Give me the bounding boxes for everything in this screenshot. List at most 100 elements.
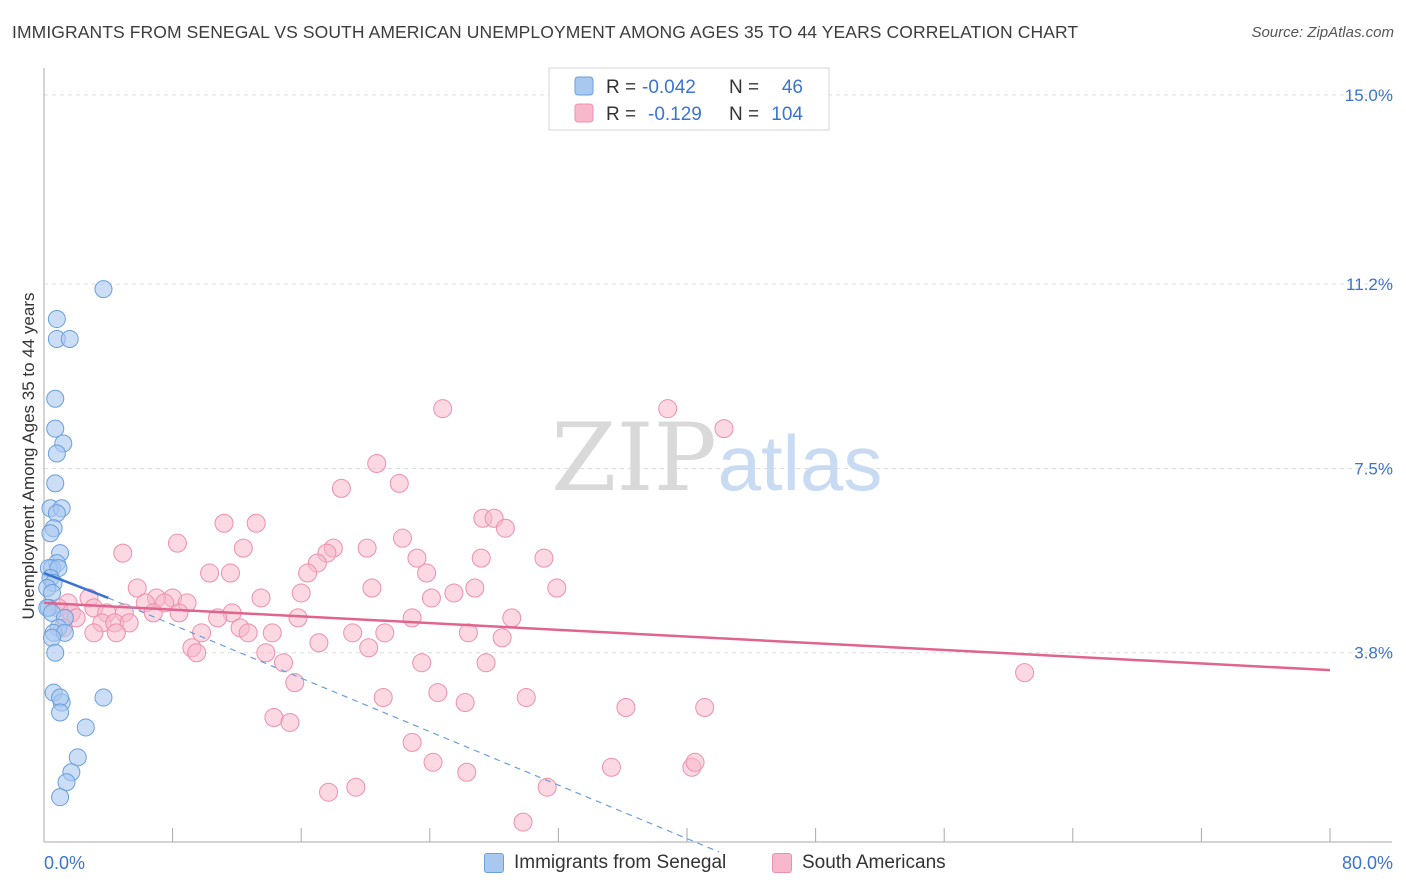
point-senegal-36 (51, 703, 70, 722)
point-south-americans-3 (367, 453, 387, 473)
series-south-americans (48, 399, 1035, 832)
y-tick-labels: 3.8% 7.5% 11.2% 15.0% (1345, 86, 1393, 663)
point-south-americans-52 (502, 608, 522, 628)
point-south-americans-91 (346, 777, 366, 797)
point-south-americans-8 (214, 513, 234, 533)
point-south-americans-15 (357, 538, 377, 558)
stats-r-value-1: -0.042 (642, 77, 696, 98)
point-south-americans-74 (476, 653, 496, 673)
point-south-americans-59 (343, 623, 363, 643)
point-south-americans-31 (291, 583, 311, 603)
point-south-americans-73 (274, 653, 294, 673)
source-credit: Source: ZipAtlas.com (1251, 24, 1394, 41)
point-south-americans-12 (167, 533, 187, 553)
point-south-americans-4 (389, 473, 409, 493)
point-south-americans-88 (601, 757, 621, 777)
trend-line-senegal (43, 571, 109, 600)
point-senegal-37 (76, 718, 95, 737)
point-south-americans-11 (392, 528, 412, 548)
legend-item-senegal: Immigrants from Senegal (484, 852, 726, 874)
stats-n-value-2: 104 (771, 104, 803, 125)
legend-swatch-senegal (484, 853, 504, 873)
point-south-americans-68 (309, 633, 329, 653)
point-south-americans-67 (492, 628, 512, 648)
point-south-americans-77 (428, 683, 448, 703)
point-south-americans-72 (256, 643, 276, 663)
point-south-americans-20 (534, 548, 554, 568)
point-south-americans-24 (220, 563, 240, 583)
point-senegal-5 (46, 419, 65, 438)
series-immigrants-from-senegal (38, 280, 113, 807)
point-south-americans-84 (280, 712, 300, 732)
point-south-americans-13 (233, 538, 253, 558)
point-senegal-1 (47, 310, 66, 329)
y-tick-label-3: 15.0% (1345, 86, 1393, 105)
point-south-americans-86 (423, 752, 443, 772)
point-senegal-41 (51, 788, 70, 807)
point-south-americans-56 (119, 613, 139, 633)
series-legend: Immigrants from Senegal South Americans (0, 850, 1406, 880)
point-south-americans-71 (187, 643, 207, 663)
trend-lines (43, 571, 1331, 853)
stats-r-value-2: -0.129 (648, 104, 702, 125)
point-south-americans-83 (264, 707, 284, 727)
grid-lines (44, 94, 1392, 654)
point-south-americans-1 (658, 399, 678, 419)
point-south-americans-78 (373, 688, 393, 708)
point-south-americans-5 (331, 478, 351, 498)
watermark-atlas: atlas (718, 419, 883, 507)
point-south-americans-30 (444, 583, 464, 603)
point-senegal-31 (46, 643, 65, 662)
point-south-americans-28 (465, 578, 485, 598)
point-south-americans-61 (458, 623, 478, 643)
stats-n-value-1: 46 (782, 77, 803, 98)
point-south-americans-2 (714, 419, 734, 439)
stats-r-label-1: R = (606, 77, 641, 98)
point-south-americans-90 (685, 752, 705, 772)
y-tick-label-1: 7.5% (1354, 459, 1393, 478)
point-south-americans-63 (106, 623, 126, 643)
point-south-americans-0 (433, 399, 453, 419)
axes (43, 68, 1392, 843)
point-south-americans-47 (169, 603, 189, 623)
point-south-americans-95 (1015, 663, 1035, 683)
stats-legend-swatch-pink (574, 103, 594, 123)
trend-line-south-americans (43, 601, 1331, 672)
stats-legend-swatch-blue (574, 76, 594, 96)
legend-swatch-south-americans (772, 853, 792, 873)
point-south-americans-76 (285, 673, 305, 693)
x-tick-label-1: 80.0% (1342, 853, 1393, 873)
point-south-americans-87 (457, 762, 477, 782)
point-south-americans-75 (412, 653, 432, 673)
chart-title: IMMIGRANTS FROM SENEGAL VS SOUTH AMERICA… (12, 22, 1079, 42)
point-senegal-40 (57, 773, 76, 792)
point-south-americans-18 (407, 548, 427, 568)
point-south-americans-79 (455, 693, 475, 713)
point-south-americans-23 (298, 563, 318, 583)
stats-n-label-1: N = (729, 77, 764, 98)
point-south-americans-70 (359, 638, 379, 658)
point-south-americans-9 (246, 513, 266, 533)
stats-r-label-2: R = (606, 104, 641, 125)
point-south-americans-22 (200, 563, 220, 583)
point-south-americans-92 (319, 782, 339, 802)
legend-item-south-americans: South Americans (772, 852, 946, 874)
point-south-americans-93 (537, 777, 557, 797)
point-senegal-35 (94, 688, 113, 707)
point-south-americans-81 (616, 698, 636, 718)
watermark-zip: ZIP (551, 404, 717, 513)
point-south-americans-62 (84, 623, 104, 643)
trend-line-senegal-extended (108, 597, 720, 853)
legend-label-senegal: Immigrants from Senegal (514, 852, 727, 873)
point-south-americans-50 (288, 608, 308, 628)
point-senegal-11 (47, 504, 66, 523)
point-south-americans-10 (495, 518, 515, 538)
point-south-americans-26 (127, 578, 147, 598)
point-south-americans-60 (375, 623, 395, 643)
point-south-americans-80 (516, 688, 536, 708)
point-senegal-0 (94, 280, 113, 299)
point-senegal-38 (68, 748, 87, 767)
point-senegal-22 (43, 583, 62, 602)
point-south-americans-17 (113, 543, 133, 563)
